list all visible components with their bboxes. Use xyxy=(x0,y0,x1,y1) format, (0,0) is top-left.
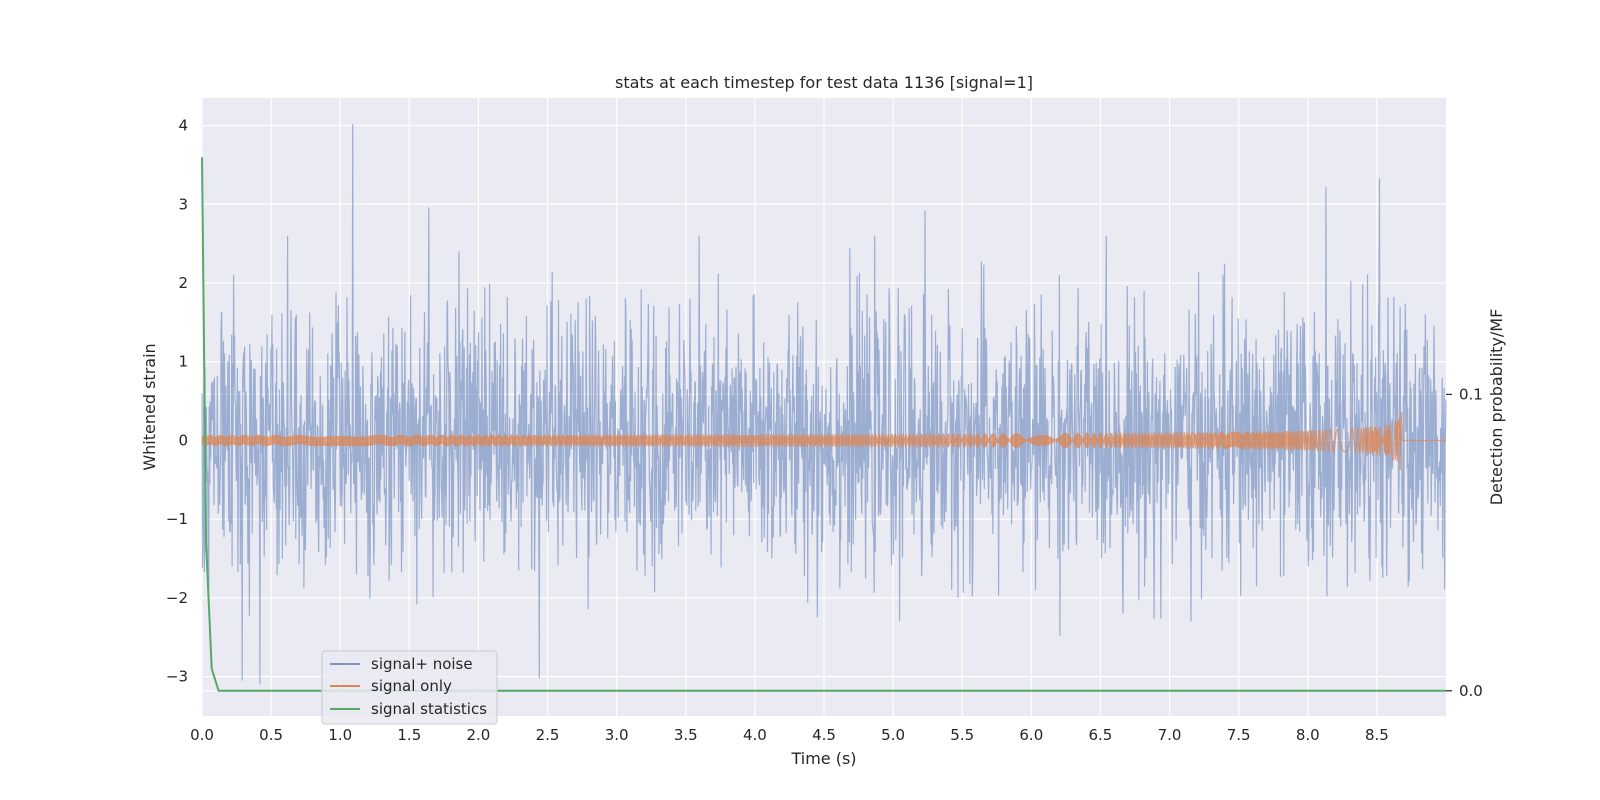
x-tick-label: 4.5 xyxy=(812,726,836,744)
legend: signal+ noise signal only signal statist… xyxy=(321,650,498,725)
x-tick-label: 2.0 xyxy=(467,726,491,744)
x-tick-label: 7.5 xyxy=(1227,726,1251,744)
y-right-axis-ticks: 0.1 0.0 xyxy=(1446,385,1483,700)
y-tick-label: 1 xyxy=(178,353,188,371)
signal-noise-line xyxy=(201,123,1447,685)
legend-label-signal-noise: signal+ noise xyxy=(371,655,473,673)
legend-label-signal-only: signal only xyxy=(371,677,452,695)
signal-only-series xyxy=(201,411,1446,471)
legend-label-signal-statistics: signal statistics xyxy=(371,700,487,718)
x-tick-label: 5.0 xyxy=(881,726,905,744)
x-tick-label: 5.5 xyxy=(950,726,974,744)
x-tick-label: 7.0 xyxy=(1158,726,1182,744)
y-tick-label: 2 xyxy=(178,274,188,292)
y-tick-label: −3 xyxy=(166,668,188,686)
y-tick-label: −2 xyxy=(166,589,188,607)
x-tick-label: 1.0 xyxy=(328,726,352,744)
signal-statistics-series xyxy=(201,157,1446,692)
x-tick-label: 3.0 xyxy=(605,726,629,744)
signal-noise-series xyxy=(201,123,1447,685)
y-axis-ticks: 4 3 2 1 0 −1 −2 −3 xyxy=(166,117,188,686)
x-tick-label: 0.0 xyxy=(190,726,214,744)
x-tick-label: 1.5 xyxy=(397,726,421,744)
y-right-tick-label: 0.0 xyxy=(1459,682,1483,700)
x-tick-label: 8.0 xyxy=(1296,726,1320,744)
x-tick-label: 6.5 xyxy=(1089,726,1113,744)
x-tick-label: 3.5 xyxy=(674,726,698,744)
y-right-tick-label: 0.1 xyxy=(1459,385,1483,403)
x-axis-label: Time (s) xyxy=(790,749,856,768)
signal-statistics-line xyxy=(201,157,1446,692)
x-tick-label: 4.0 xyxy=(743,726,767,744)
x-tick-label: 2.5 xyxy=(536,726,560,744)
signal-only-line xyxy=(201,411,1446,471)
x-tick-label: 0.5 xyxy=(259,726,283,744)
x-tick-label: 6.0 xyxy=(1019,726,1043,744)
y-tick-label: 4 xyxy=(178,117,188,135)
y-axis-label: Whitened strain xyxy=(140,343,159,470)
x-tick-label: 8.5 xyxy=(1365,726,1389,744)
chart-title: stats at each timestep for test data 113… xyxy=(615,73,1033,92)
legend-box xyxy=(321,650,498,725)
y-tick-label: 0 xyxy=(178,431,188,449)
y-right-axis-label: Detection probability/MF xyxy=(1487,309,1506,506)
y-tick-label: −1 xyxy=(166,510,188,528)
y-tick-label: 3 xyxy=(178,195,188,213)
x-axis-ticks: 0.0 0.5 1.0 1.5 2.0 2.5 3.0 3.5 4.0 4.5 5.0 5.5 6.0 6… xyxy=(190,726,1389,744)
